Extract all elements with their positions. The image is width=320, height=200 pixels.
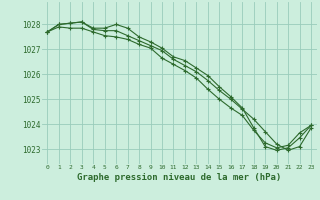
- X-axis label: Graphe pression niveau de la mer (hPa): Graphe pression niveau de la mer (hPa): [77, 173, 281, 182]
